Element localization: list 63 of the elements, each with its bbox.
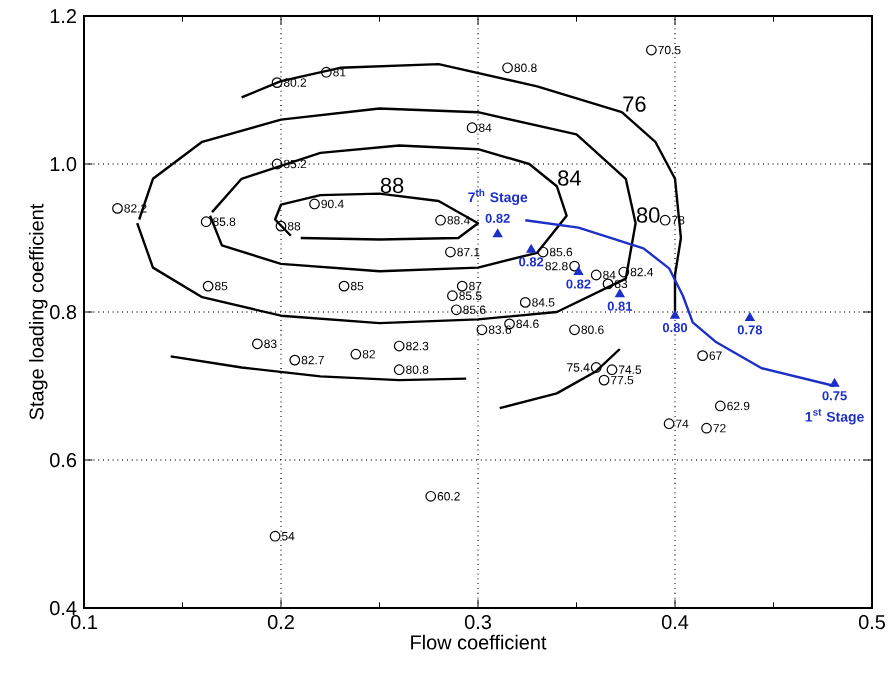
point [456, 280, 468, 292]
point [338, 280, 350, 292]
point [526, 244, 536, 253]
point [745, 312, 755, 321]
point [271, 77, 283, 88]
point [569, 260, 580, 272]
y-axis-title: Stage loading coefficient [28, 203, 48, 420]
point [275, 220, 287, 232]
point [573, 266, 584, 276]
point [598, 374, 610, 386]
point [569, 324, 580, 336]
point [701, 422, 712, 434]
point [645, 44, 657, 56]
point [251, 338, 263, 350]
point [476, 324, 488, 336]
x-axis-title: Flow coefficient [411, 634, 547, 650]
point [714, 400, 726, 412]
point [289, 354, 301, 366]
series-label: 88 [380, 177, 404, 194]
point [590, 362, 602, 373]
x-tick-label: 0.4 [661, 615, 689, 630]
line-series [169, 355, 468, 382]
point [829, 378, 840, 387]
point [519, 296, 531, 308]
point [537, 246, 549, 258]
point [670, 310, 680, 319]
point [466, 122, 478, 134]
point [663, 418, 675, 430]
series-label: 80 [636, 207, 660, 223]
point [309, 198, 320, 210]
point [269, 530, 281, 542]
y-tick-label: 1.2 [50, 9, 76, 23]
point [450, 304, 462, 316]
point [320, 66, 332, 78]
point [425, 490, 437, 502]
x-tick-label: 0.5 [858, 615, 886, 630]
series-label: 84 [558, 170, 581, 186]
y-tick-label: 0.6 [50, 453, 77, 468]
point [447, 290, 458, 302]
x-tick-label: 0.3 [464, 615, 491, 630]
point [200, 216, 212, 228]
x-tick-label: 0.2 [267, 615, 294, 630]
series-label: 76 [623, 96, 646, 112]
y-tick-label: 1.0 [50, 157, 77, 172]
point [445, 246, 456, 258]
point [393, 364, 405, 376]
point [202, 280, 214, 292]
point [271, 158, 283, 170]
point [618, 266, 630, 278]
point [590, 269, 602, 281]
x-tick-label: 0.1 [70, 615, 97, 630]
y-tick-label: 0.8 [50, 305, 77, 320]
point [393, 340, 405, 352]
point [435, 214, 446, 226]
point [615, 288, 625, 298]
point [697, 350, 708, 362]
y-tick-label: 0.4 [50, 601, 77, 616]
point [112, 203, 123, 214]
point [492, 228, 503, 238]
point [502, 62, 513, 74]
point [659, 214, 671, 226]
point [350, 348, 362, 360]
point [606, 364, 618, 376]
